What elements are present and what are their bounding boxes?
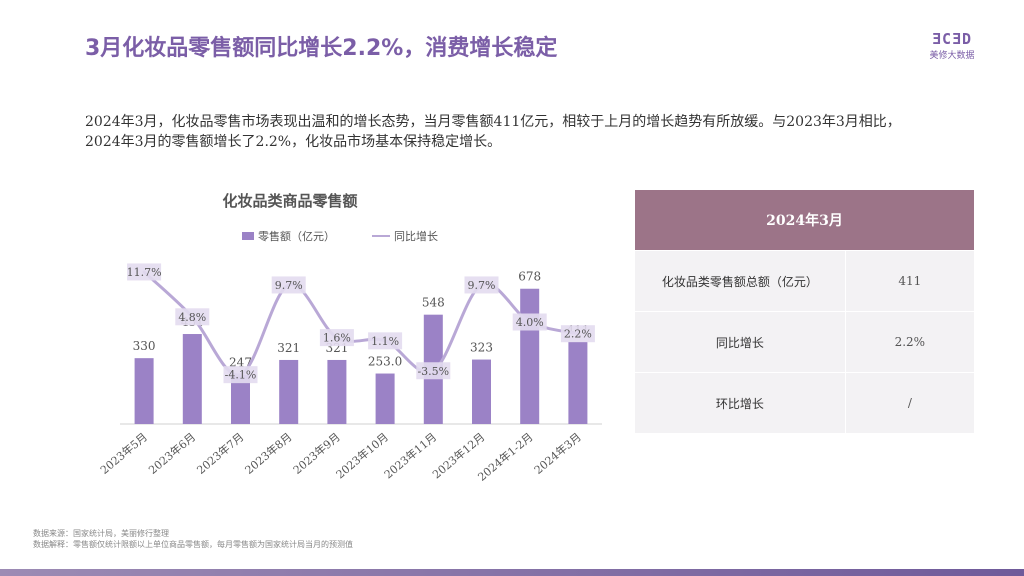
table-header: 2024年3月 xyxy=(634,189,975,251)
line-label-box xyxy=(416,362,451,380)
table-row: 环比增长 / xyxy=(634,372,976,434)
intro-paragraph: 2024年3月，化妆品零售市场表现出温和的增长态势，当月零售额411亿元，相较于… xyxy=(85,114,901,150)
legend-swatch-bar xyxy=(242,232,254,240)
bar-data-label: 330 xyxy=(133,339,156,353)
row-label-total: 化妆品类零售额总额（亿元） xyxy=(634,250,846,312)
line-data-label: 9.7% xyxy=(468,279,496,292)
page-title: 3月化妆品零售额同比增长2.2%，消费增长稳定 xyxy=(85,36,558,61)
row-value-yoy: 2.2% xyxy=(844,311,976,373)
brand-logo: ƎCƎD 美修大数据 xyxy=(922,30,982,61)
x-tick-label: 2024年3月 xyxy=(531,430,584,477)
x-tick-label: 2023年11月 xyxy=(381,430,439,482)
bar-data-label: 253.0 xyxy=(368,355,402,369)
bar-data-label: 323 xyxy=(470,341,493,355)
line-data-label: 2.2% xyxy=(564,328,592,341)
bar-data-label: 678 xyxy=(518,270,541,284)
bar xyxy=(231,374,250,424)
summary-table: 2024年3月 化妆品类零售额总额（亿元） 411 同比增长 2.2% 环比增长… xyxy=(634,189,976,434)
bar xyxy=(375,373,395,424)
line-data-label: 11.7% xyxy=(127,266,162,279)
legend-label-bar: 零售额（亿元） xyxy=(258,229,335,243)
line-label-box xyxy=(368,332,403,350)
line-data-label: 4.0% xyxy=(516,316,544,329)
table-row: 化妆品类零售额总额（亿元） 411 xyxy=(634,250,976,312)
brand-name: 美修大数据 xyxy=(929,51,975,61)
bar xyxy=(327,359,347,424)
line-label-box xyxy=(223,366,258,384)
line-label-box xyxy=(560,325,595,343)
footer-source: 数据来源：国家统计局，美丽修行整理 xyxy=(33,529,169,538)
brand-mark: ƎCƎD xyxy=(931,30,973,48)
line-data-label: 1.1% xyxy=(371,335,399,348)
footer-notes: 数据来源：国家统计局，美丽修行整理 数据解释：零售额仅统计限额以上单位商品零售额… xyxy=(33,528,353,550)
bar xyxy=(568,342,588,424)
line-label-box xyxy=(512,313,547,331)
line-data-label: 4.8% xyxy=(178,311,206,324)
x-tick-label: 2023年6月 xyxy=(146,430,199,477)
bar xyxy=(279,359,299,424)
legend-label-line: 同比增长 xyxy=(394,229,438,243)
line-label-box xyxy=(127,263,162,281)
bar xyxy=(182,334,202,424)
line-label-box xyxy=(319,329,354,347)
bar xyxy=(134,358,154,424)
row-label-yoy: 同比增长 xyxy=(634,311,846,373)
retail-chart: 化妆品类商品零售额零售额（亿元）同比增长3302023年5月4512023年6月… xyxy=(90,180,620,510)
bar-data-label: 548 xyxy=(422,296,445,310)
bar xyxy=(472,359,491,424)
chart-title: 化妆品类商品零售额 xyxy=(222,192,357,210)
x-tick-label: 2023年5月 xyxy=(97,430,150,477)
line-label-box xyxy=(271,276,306,294)
bottom-accent-bar xyxy=(0,569,1024,576)
row-label-mom: 环比增长 xyxy=(634,372,846,434)
line-data-label: -3.5% xyxy=(417,365,449,378)
chart-svg: 化妆品类商品零售额零售额（亿元）同比增长3302023年5月4512023年6月… xyxy=(97,192,602,484)
x-tick-label: 2023年10月 xyxy=(333,430,391,482)
x-tick-label: 2023年7月 xyxy=(194,430,247,477)
row-value-total: 411 xyxy=(844,250,976,312)
line-data-label: -4.1% xyxy=(225,369,257,382)
x-tick-label: 2023年8月 xyxy=(242,430,295,477)
row-value-mom: / xyxy=(844,372,976,434)
footer-note: 数据解释：零售额仅统计限额以上单位商品零售额，每月零售额为国家统计局当月的预测值 xyxy=(33,540,353,549)
table-row: 同比增长 2.2% xyxy=(634,311,976,373)
line-data-label: 1.6% xyxy=(323,332,351,345)
line-label-box xyxy=(464,276,499,294)
line-label-box xyxy=(175,308,210,326)
line-data-label: 9.7% xyxy=(275,279,303,292)
bar xyxy=(520,288,540,424)
bar-data-label: 321 xyxy=(277,341,300,355)
